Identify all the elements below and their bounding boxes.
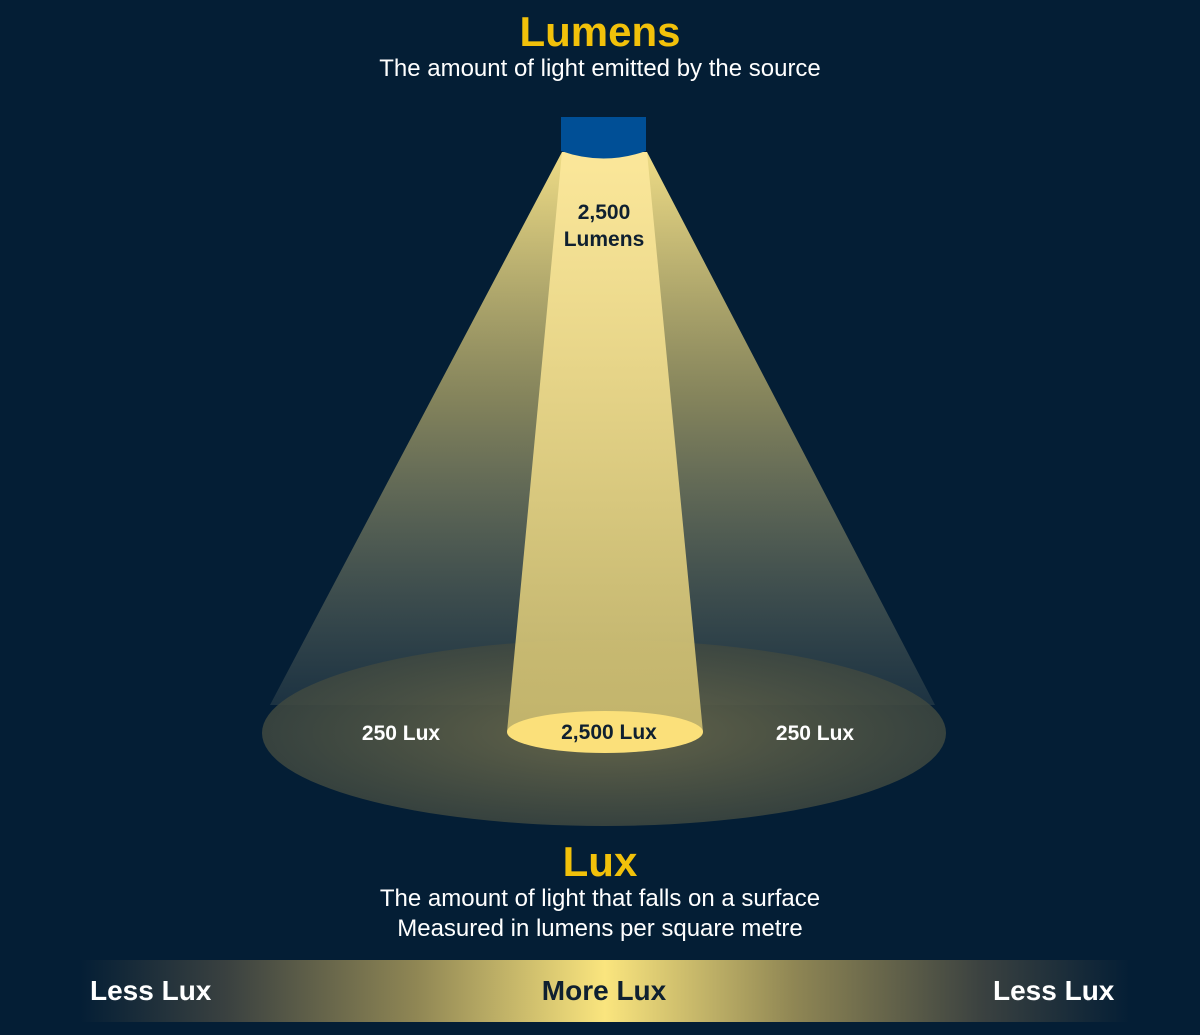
lux-title: Lux [562,838,638,885]
less-lux-left-label: Less Lux [90,975,212,1006]
hotspot-ellipse [507,711,703,753]
lux-description-line1: The amount of light that falls on a surf… [379,885,821,912]
narrow-beam [507,152,703,732]
lux-gradient-bar [80,960,1130,1022]
surface-left-lux: 250 Lux [362,722,441,745]
lumens-description: The amount of light emitted by the sourc… [379,55,821,82]
source-lumens-unit: Lumens [564,228,645,251]
more-lux-label: More Lux [541,975,667,1006]
less-lux-right-label: Less Lux [993,975,1115,1006]
surface-right-lux: 250 Lux [776,722,855,745]
lux-description-line2: Measured in lumens per square metre [397,915,803,942]
source-lumens-value: 2,500 [578,201,631,224]
surface-center-lux: 2,500 Lux [561,721,657,744]
light-source-icon [561,117,646,159]
lumens-title: Lumens [519,8,681,55]
